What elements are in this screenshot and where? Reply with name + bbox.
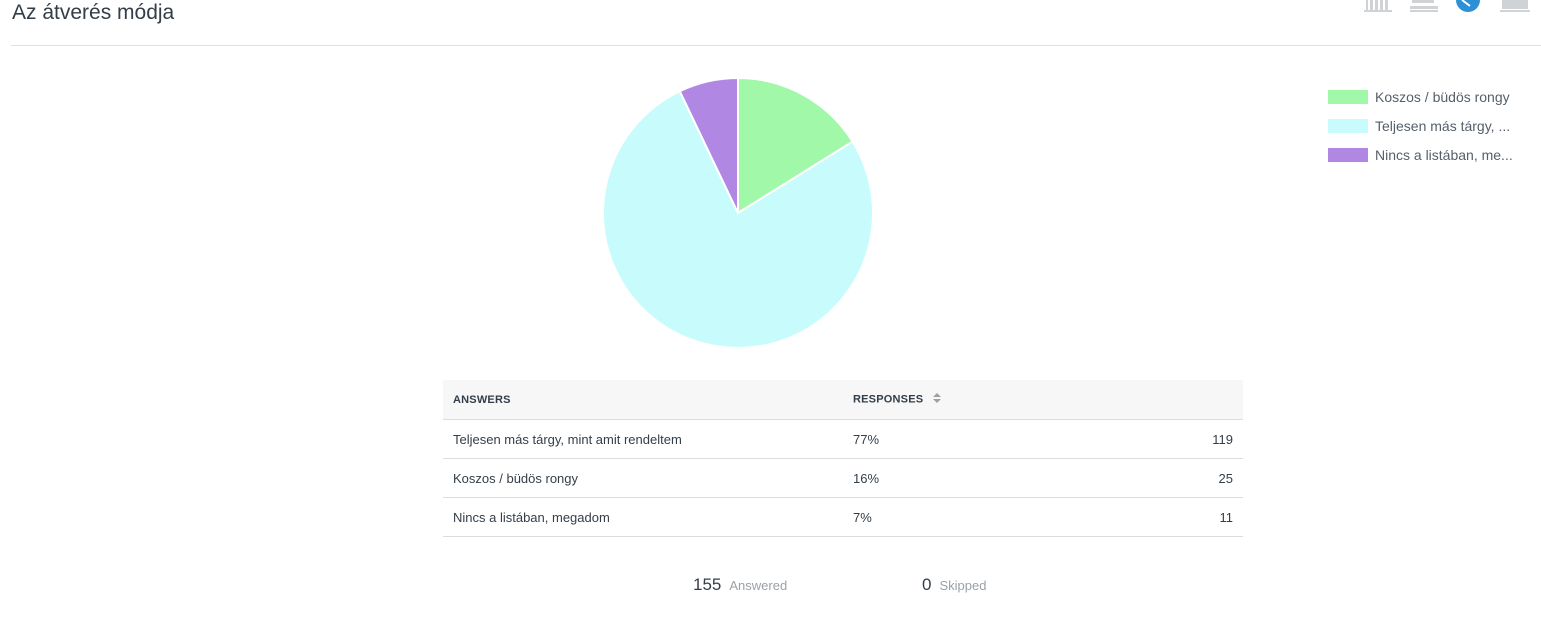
answers-column-header: ANSWERS [443,380,843,420]
table-row: Teljesen más tárgy, mint amit rendeltem … [443,419,1243,459]
skipped-summary: 0 Skipped [922,575,986,595]
legend-label: Koszos / büdös rongy [1375,89,1510,105]
responses-column-header[interactable]: RESPONSES [843,380,1163,420]
legend-swatch [1328,90,1368,104]
pie-chart [600,76,876,350]
legend-swatch [1328,119,1368,133]
percent-cell: 77% [843,419,1163,459]
answer-cell: Teljesen más tárgy, mint amit rendeltem [443,419,843,459]
skipped-label: Skipped [939,578,987,593]
title-divider [11,45,1541,46]
table-row: Nincs a listában, megadom 7% 11 [443,497,1243,537]
table-row: Koszos / büdös rongy 16% 25 [443,458,1243,498]
legend-swatch [1328,148,1368,162]
answered-count: 155 [693,575,722,594]
legend-item[interactable]: Teljesen más tárgy, ... [1328,117,1513,135]
percent-cell: 7% [843,497,1163,537]
legend-item[interactable]: Nincs a listában, me... [1328,146,1513,164]
skipped-count: 0 [922,575,932,594]
pie-slice[interactable] [678,76,739,214]
legend-item[interactable]: Koszos / büdös rongy [1328,88,1513,106]
legend-label: Nincs a listában, me... [1375,147,1513,163]
percent-cell: 16% [843,458,1163,498]
pie-chart-icon[interactable] [1454,0,1482,12]
chart-legend: Koszos / büdös rongy Teljesen más tárgy,… [1328,88,1513,175]
count-cell: 25 [1163,458,1243,498]
count-cell: 119 [1163,419,1243,459]
count-cell: 11 [1163,497,1243,537]
pie-slice[interactable] [602,89,874,349]
answers-table: ANSWERS RESPONSES Teljesen más tárgy, mi… [443,380,1243,537]
responses-header-label: RESPONSES [853,393,924,406]
chart-type-toolbar [1360,0,1541,12]
table-header-row: ANSWERS RESPONSES [443,380,1243,420]
area-chart-icon[interactable] [1500,0,1530,12]
answered-label: Answered [729,578,788,593]
vertical-bar-chart-icon[interactable] [1364,0,1392,12]
count-column-header [1163,380,1243,420]
legend-label: Teljesen más tárgy, ... [1375,118,1511,134]
horizontal-bar-chart-icon[interactable] [1410,0,1438,12]
pie-slice[interactable] [737,76,854,215]
answered-summary: 155 Answered [693,575,787,595]
answer-cell: Nincs a listában, megadom [443,497,843,537]
page-title: Az átverés módja [12,1,175,24]
answer-cell: Koszos / büdös rongy [443,458,843,498]
sort-icon[interactable] [932,393,941,406]
